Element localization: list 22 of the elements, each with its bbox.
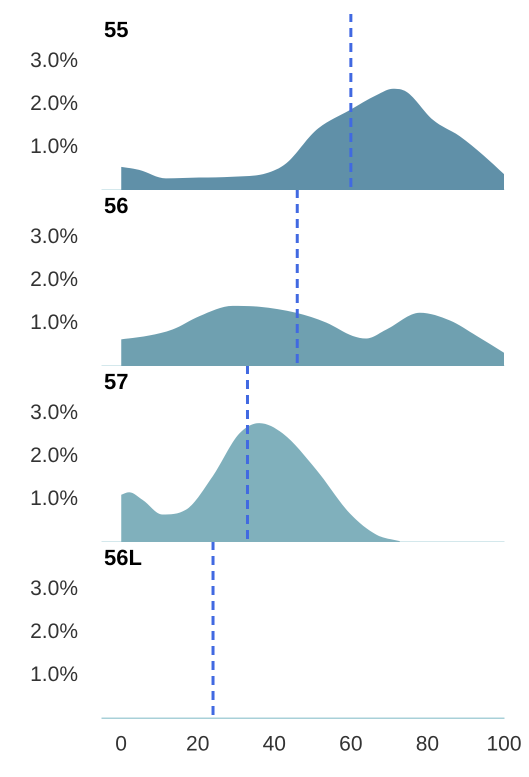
y-tick-label: 2.0% bbox=[30, 92, 78, 115]
y-tick-label: 1.0% bbox=[30, 486, 78, 510]
y-tick-label: 1.0% bbox=[30, 134, 78, 158]
y-tick-label: 3.0% bbox=[30, 49, 78, 72]
y-tick-label: 3.0% bbox=[30, 577, 78, 600]
y-tick-label: 3.0% bbox=[30, 225, 78, 248]
x-tick-label: 40 bbox=[262, 732, 286, 756]
x-tick-label: 100 bbox=[486, 732, 522, 756]
y-tick-label: 1.0% bbox=[30, 662, 78, 686]
x-tick-label: 80 bbox=[416, 732, 440, 756]
chart-title: 55 bbox=[104, 17, 128, 42]
y-tick-label: 1.0% bbox=[30, 310, 78, 334]
x-tick-label: 0 bbox=[115, 732, 127, 756]
chart-title: 56L bbox=[104, 545, 142, 570]
y-tick-label: 2.0% bbox=[30, 268, 78, 291]
x-tick-label: 60 bbox=[339, 732, 363, 756]
x-tick-label: 20 bbox=[186, 732, 210, 756]
y-tick-label: 2.0% bbox=[30, 444, 78, 467]
chart-title: 56 bbox=[104, 193, 128, 218]
y-tick-label: 2.0% bbox=[30, 620, 78, 643]
y-tick-label: 3.0% bbox=[30, 401, 78, 424]
chart-title: 57 bbox=[104, 369, 128, 394]
